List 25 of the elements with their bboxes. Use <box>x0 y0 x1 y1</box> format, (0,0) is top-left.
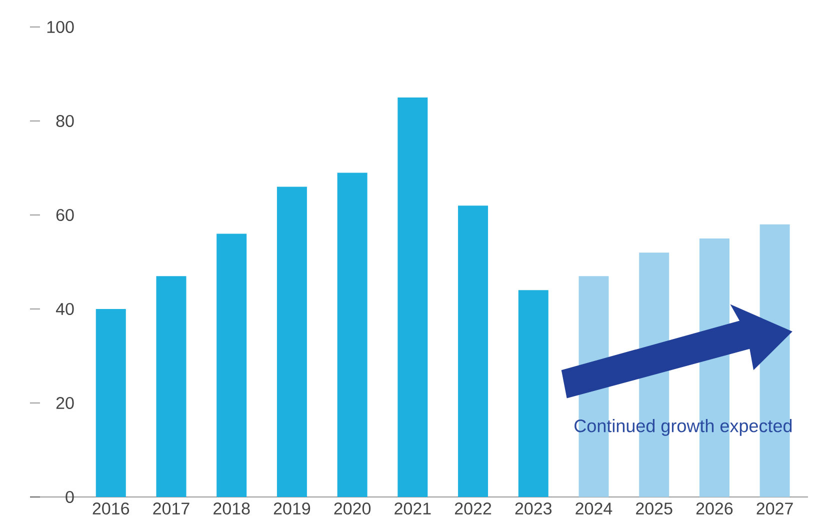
y-tick-label: 60 <box>56 208 74 222</box>
x-tick-label: 2027 <box>756 502 793 515</box>
bar <box>398 97 428 497</box>
bar <box>216 234 247 497</box>
x-tick-label: 2025 <box>636 502 672 515</box>
bar <box>156 276 186 497</box>
y-tick-label: 100 <box>47 20 74 34</box>
x-tick-label: 2016 <box>92 502 130 515</box>
x-tick-label: 2019 <box>274 502 310 515</box>
x-tick-label: 2018 <box>214 502 250 515</box>
bar <box>96 308 126 497</box>
y-tick-label: 80 <box>56 114 74 128</box>
x-tick-label: 2017 <box>153 502 190 515</box>
x-tick-label: 2020 <box>334 502 371 515</box>
y-tick-label: 40 <box>56 302 74 316</box>
x-tick-label: 2022 <box>454 502 492 515</box>
x-tick-label: 2024 <box>576 502 612 515</box>
bar <box>518 290 548 497</box>
bar <box>276 186 307 497</box>
bar <box>458 206 488 497</box>
x-tick-label: 2023 <box>515 502 552 515</box>
bar <box>337 172 368 497</box>
x-tick-label: 2021 <box>394 502 431 515</box>
x-tick-label: 2026 <box>696 502 733 515</box>
y-tick-label: 20 <box>56 396 74 410</box>
